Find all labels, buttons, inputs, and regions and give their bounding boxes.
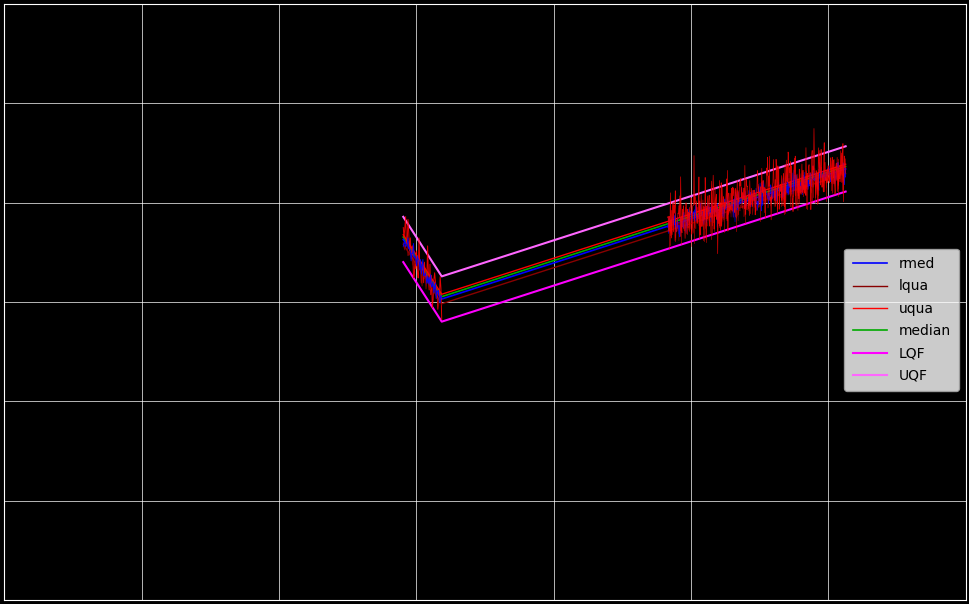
Legend: rmed, lqua, uqua, median, LQF, UQF: rmed, lqua, uqua, median, LQF, UQF bbox=[843, 249, 958, 391]
